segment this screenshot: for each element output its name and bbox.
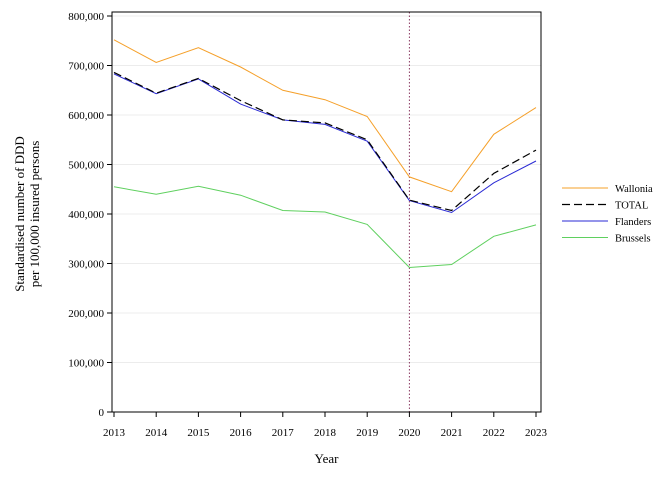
- y-tick-label: 600,000: [68, 110, 104, 122]
- y-axis-title: Standardised number of DDD per 100,000 in…: [12, 136, 42, 292]
- legend-label-total: TOTAL: [615, 201, 648, 212]
- x-tick-label: 2018: [314, 427, 337, 439]
- legend: Wallonia TOTAL Flanders Brussels: [562, 184, 653, 245]
- x-tick-label: 2014: [145, 427, 168, 439]
- y-axis: 0 100,000 200,000 300,000 400,000 500,000 600,…: [68, 11, 112, 419]
- series-line-flanders: [113, 73, 537, 214]
- legend-label-flanders: Flanders: [615, 217, 651, 228]
- y-axis-title-line: Standardised number of DDD: [12, 136, 27, 292]
- y-tick-label: 500,000: [68, 160, 104, 172]
- series-line-wallonia: [113, 39, 537, 193]
- y-tick-label: 700,000: [68, 61, 104, 73]
- series-group: [113, 39, 537, 269]
- x-axis: 2013 2014 2015 2016 2017 2018 2019 2020 2021 2022…: [103, 412, 548, 439]
- x-tick-label: 2013: [103, 427, 126, 439]
- y-tick-label: 400,000: [68, 209, 104, 221]
- y-tick-label: 800,000: [68, 11, 104, 23]
- y-tick-label: 0: [99, 407, 105, 419]
- legend-label-brussels: Brussels: [615, 234, 651, 245]
- x-tick-label: 2023: [525, 427, 548, 439]
- series-line-total: [113, 71, 537, 212]
- x-tick-label: 2016: [230, 427, 253, 439]
- y-axis-title-line: per 100,000 insured persons: [27, 141, 42, 288]
- x-tick-label: 2017: [272, 427, 295, 439]
- x-axis-title: Year: [315, 451, 340, 466]
- y-tick-label: 200,000: [68, 308, 104, 320]
- x-tick-label: 2021: [441, 427, 463, 439]
- x-tick-label: 2019: [356, 427, 379, 439]
- series-line-brussels: [113, 185, 537, 269]
- x-tick-label: 2020: [398, 427, 421, 439]
- y-tick-label: 100,000: [68, 358, 104, 370]
- gridlines: [112, 15, 541, 363]
- x-tick-label: 2022: [483, 427, 505, 439]
- x-tick-label: 2015: [187, 427, 210, 439]
- legend-label-wallonia: Wallonia: [615, 184, 653, 195]
- y-tick-label: 300,000: [68, 259, 104, 271]
- plot-frame: [111, 11, 542, 413]
